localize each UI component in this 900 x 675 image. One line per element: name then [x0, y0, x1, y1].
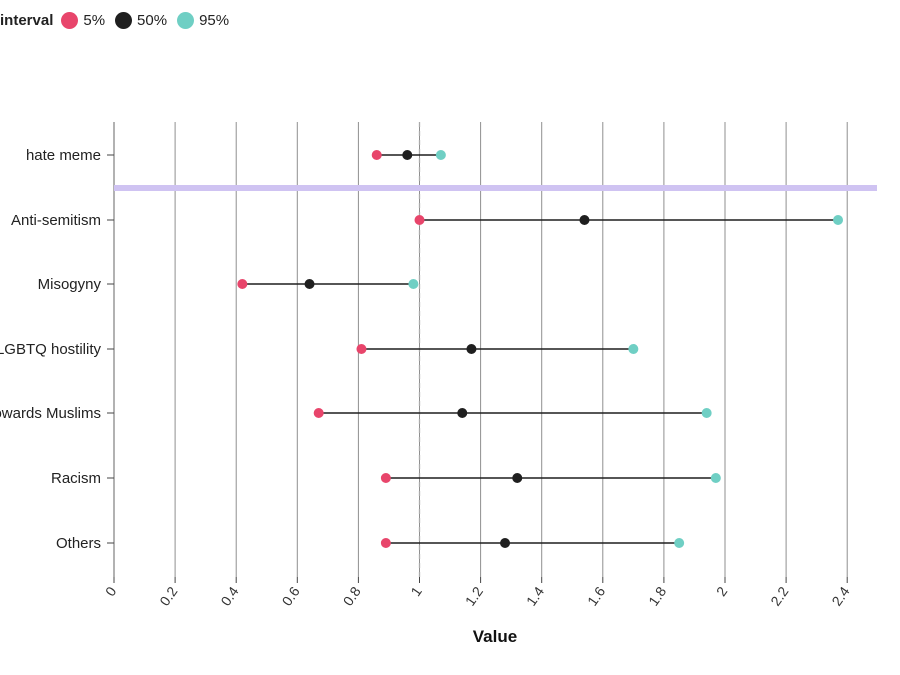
x-tick-label-2.2: 2.2: [767, 583, 791, 608]
x-tick-label-1.8: 1.8: [645, 583, 669, 608]
point-5-others: [380, 538, 391, 548]
point-50-hate-meme: [402, 150, 413, 160]
x-tick-label-2.4: 2.4: [828, 583, 852, 608]
point-95-misogyny: [408, 279, 419, 289]
legend-title: interval: [0, 11, 54, 29]
point-50-misogyny: [304, 279, 315, 289]
x-tick-label-0.6: 0.6: [278, 583, 302, 608]
x-tick-label-0: 0: [102, 583, 120, 599]
y-tick-label-anti-semitism: Anti-semitism: [11, 212, 101, 229]
point-95-hostility-towards-muslims: [701, 408, 712, 418]
point-50-others: [500, 538, 511, 548]
point-50-racism: [512, 473, 523, 483]
point-50-lgbtq-hostility: [466, 344, 477, 354]
point-50-anti-semitism: [579, 215, 590, 225]
point-5-misogyny: [237, 279, 248, 289]
legend-label-5: 5%: [83, 11, 106, 29]
x-tick-label-2: 2: [713, 583, 731, 599]
legend-label-95: 95%: [199, 11, 230, 29]
point-5-anti-semitism: [414, 215, 425, 225]
point-95-racism: [710, 473, 721, 483]
point-5-lgbtq-hostility: [356, 344, 367, 354]
point-50-hostility-towards-muslims: [457, 408, 468, 418]
legend-swatch-95-dot: [177, 11, 195, 29]
point-5-hate-meme: [371, 150, 382, 160]
legend-item-5: 5%: [61, 11, 106, 29]
legend-swatch-5-dot: [61, 11, 79, 29]
point-95-others: [674, 538, 685, 548]
x-tick-label-1.4: 1.4: [523, 583, 547, 608]
y-tick-label-others: Others: [56, 535, 101, 552]
point-5-racism: [380, 473, 391, 483]
x-tick-label-0.8: 0.8: [340, 583, 364, 608]
x-tick-label-1.2: 1.2: [462, 583, 486, 608]
legend-swatch-50-dot: [115, 11, 133, 29]
point-95-lgbtq-hostility: [628, 344, 639, 354]
point-5-hostility-towards-muslims: [313, 408, 324, 418]
y-tick-label-racism: Racism: [51, 470, 101, 487]
x-tick-label-1: 1: [407, 583, 425, 599]
point-95-anti-semitism: [833, 215, 844, 225]
separator-band: [114, 185, 877, 191]
x-tick-label-0.2: 0.2: [156, 583, 180, 608]
y-tick-label-misogyny: Misogyny: [38, 276, 102, 293]
legend-label-50: 50%: [137, 11, 168, 29]
legend-item-50: 50%: [115, 11, 168, 29]
y-tick-label-lgbtq-hostility: LGBTQ hostility: [0, 341, 101, 358]
point-95-hate-meme: [435, 150, 446, 160]
chart-legend: interval 5% 50% 95%: [0, 8, 239, 32]
x-tick-label-1.6: 1.6: [584, 583, 608, 608]
x-axis-title: Value: [473, 627, 517, 646]
y-tick-label-hostility-towards-muslims: Hostility towards Muslims: [0, 405, 101, 422]
legend-item-95: 95%: [177, 11, 230, 29]
x-tick-label-0.4: 0.4: [217, 583, 241, 608]
y-tick-label-hate-meme: hate meme: [26, 147, 101, 164]
